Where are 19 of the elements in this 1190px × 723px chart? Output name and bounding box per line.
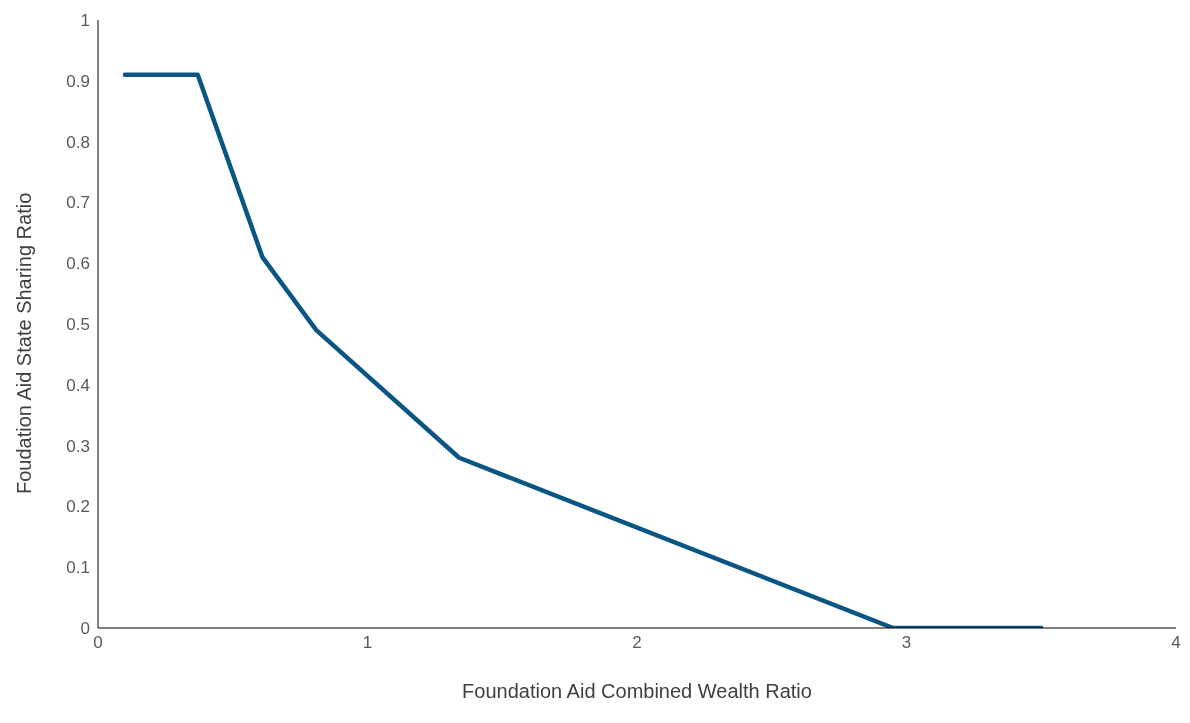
y-tick-label: 0.6	[66, 254, 90, 274]
y-tick-label: 0.1	[66, 558, 90, 578]
y-tick-label: 0.8	[66, 132, 90, 152]
y-tick-label: 0.5	[66, 315, 90, 335]
y-tick-label: 0.4	[66, 375, 90, 395]
y-axis-title: Foudation Aid State Sharing Ratio	[13, 192, 36, 494]
y-tick-label: 0.2	[66, 497, 90, 517]
x-axis-title: Foundation Aid Combined Wealth Ratio	[462, 680, 812, 702]
y-tick-label: 0.7	[66, 193, 90, 213]
y-tick-label: 0	[80, 619, 90, 639]
y-tick-label: 1	[80, 11, 90, 31]
x-tick-label: 1	[362, 633, 373, 653]
x-tick-label: 4	[1171, 633, 1181, 653]
line-series	[122, 72, 1044, 628]
y-tick-label: 0.3	[66, 436, 90, 456]
x-tick-label: 2	[632, 633, 642, 653]
x-tick-label: 3	[901, 633, 912, 653]
x-tick-label: 0	[93, 633, 103, 653]
y-tick-label: 0.9	[66, 71, 90, 91]
